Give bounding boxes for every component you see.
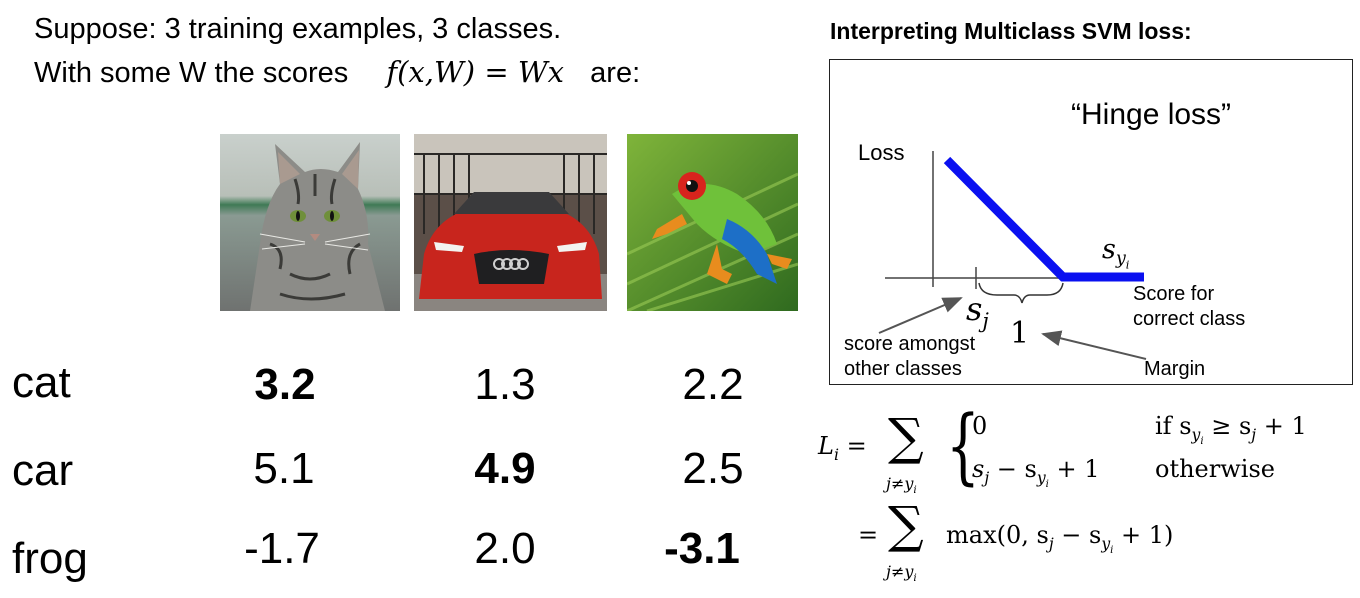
score-cat-frog: 2.2 bbox=[682, 360, 744, 409]
x-axis-label-line-1: Score for bbox=[1133, 283, 1215, 305]
sum-index-2: j≠yi bbox=[886, 562, 917, 585]
sum-symbol-1: ∑ bbox=[888, 408, 924, 466]
score-car-cat: 5.1 bbox=[253, 444, 315, 493]
score-car-frog: 2.5 bbox=[682, 444, 744, 493]
s-yi-label: syi bbox=[1102, 234, 1130, 272]
y-axis-label: Loss bbox=[858, 140, 905, 165]
case-1-value: 0 bbox=[972, 412, 988, 440]
score-frog-cat: -1.7 bbox=[244, 524, 320, 573]
score-frog-frog: -3.1 bbox=[664, 524, 740, 573]
hinge-loss-plot: “Hinge loss” Loss syi Score for correct … bbox=[829, 59, 1353, 385]
loss-formula-line-2-body: max(0, sj − syi + 1) bbox=[946, 521, 1174, 556]
car-image bbox=[414, 134, 607, 311]
score-car-car: 4.9 bbox=[474, 444, 536, 493]
sj-label: sj bbox=[966, 290, 989, 333]
loss-formula-lhs: Li = bbox=[818, 432, 867, 464]
sj-description-line-1: score amongst bbox=[844, 333, 976, 355]
x-axis-label: Score for correct class bbox=[1133, 282, 1245, 332]
sj-desc-arrow bbox=[878, 296, 963, 334]
score-cat-car: 1.3 bbox=[474, 360, 536, 409]
class-label-cat: cat bbox=[12, 358, 71, 407]
cat-image bbox=[220, 134, 400, 311]
cases-brace: { bbox=[946, 399, 980, 494]
sum-symbol-2: ∑ bbox=[888, 496, 924, 554]
sj-description: score amongst other classes bbox=[844, 332, 975, 382]
intro-line-2-text: With some W the scores bbox=[34, 57, 349, 89]
frog-image bbox=[627, 134, 798, 311]
case-2-condition: otherwise bbox=[1155, 455, 1275, 483]
intro-line-1: Suppose: 3 training examples, 3 classes. bbox=[34, 13, 562, 45]
loss-formula-line-2-eq: = bbox=[858, 521, 879, 549]
sj-description-line-2: other classes bbox=[844, 358, 962, 380]
score-frog-car: 2.0 bbox=[474, 524, 536, 573]
intro-line-2: With some W the scores f(x,W) = Wx are: bbox=[34, 55, 640, 90]
hinge-loss-line bbox=[943, 156, 1144, 281]
margin-brace bbox=[977, 282, 1064, 303]
score-function-formula: f(x,W) = Wx bbox=[386, 55, 565, 89]
x-axis-label-line-2: correct class bbox=[1133, 308, 1246, 330]
score-cat-cat: 3.2 bbox=[254, 360, 316, 409]
case-2-value: sj − syi + 1 bbox=[972, 455, 1100, 490]
margin-value: 1 bbox=[1010, 316, 1030, 351]
class-label-frog: frog bbox=[12, 534, 88, 583]
case-1-condition: if syi ≥ sj + 1 bbox=[1155, 412, 1307, 447]
sum-index-1: j≠yi bbox=[886, 474, 917, 497]
intro-line-2-tail: are: bbox=[590, 57, 641, 89]
margin-arrow bbox=[1040, 329, 1146, 360]
right-panel-title: Interpreting Multiclass SVM loss: bbox=[830, 18, 1192, 44]
margin-label: Margin bbox=[1144, 358, 1206, 380]
hinge-loss-heading: “Hinge loss” bbox=[1071, 98, 1232, 131]
class-label-car: car bbox=[12, 446, 74, 495]
